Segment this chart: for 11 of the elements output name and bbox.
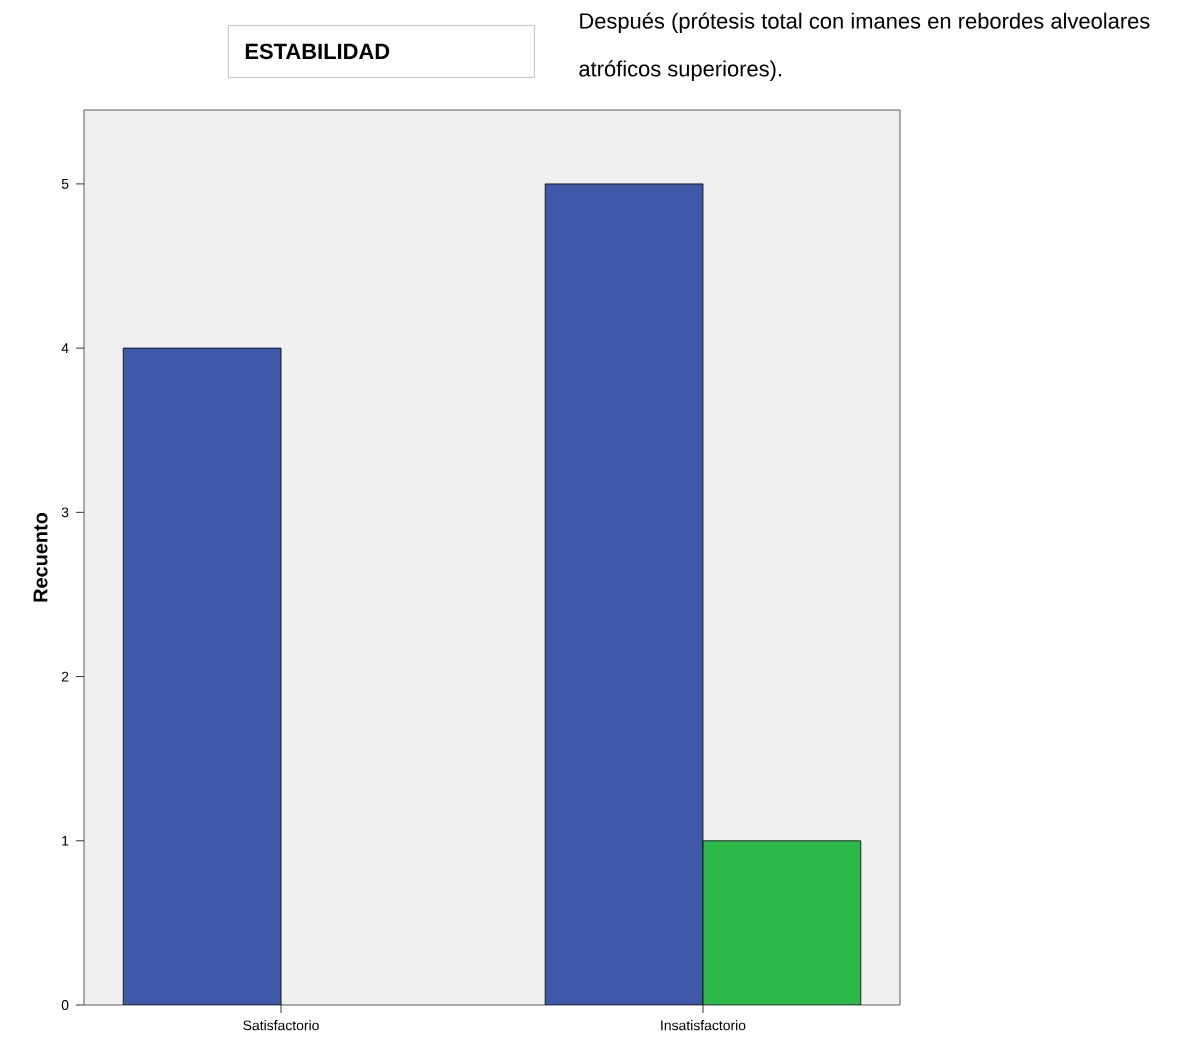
- y-tick-label: 1: [62, 835, 69, 846]
- y-tick-label: 2: [61, 671, 69, 682]
- y-tick-label: 4: [61, 343, 69, 353]
- y-tick-label: 0: [61, 1000, 69, 1010]
- x-tick-label: Satisfactorio: [243, 1020, 319, 1031]
- y-tick-label: 5: [61, 179, 69, 189]
- text: Después (prótesis total con imanes en rebordes alveolares atróficos superiores).: [579, 12, 1150, 81]
- y-tick-label: 3: [61, 507, 69, 518]
- chart-title: ESTABILIDAD: [245, 43, 390, 60]
- y-axis-title: Recuento: [33, 512, 48, 602]
- x-tick-label: Insatisfactorio: [661, 1020, 746, 1031]
